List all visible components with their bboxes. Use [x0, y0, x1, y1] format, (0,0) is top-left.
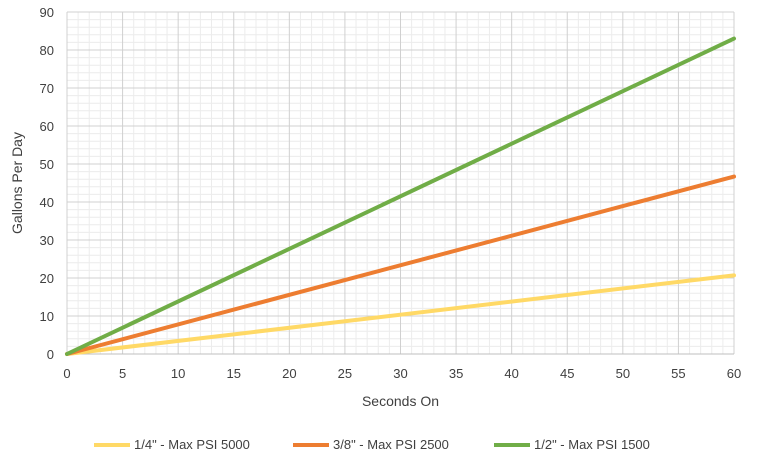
x-tick-label: 45: [560, 366, 574, 381]
y-tick-label: 80: [40, 43, 54, 58]
y-tick-labels: 0 10 20 30 40 50 60 70 80 90: [40, 5, 54, 362]
x-tick-label: 0: [63, 366, 70, 381]
legend-label: 1/2" - Max PSI 1500: [534, 437, 650, 452]
y-tick-label: 60: [40, 119, 54, 134]
y-tick-label: 50: [40, 157, 54, 172]
x-tick-label: 25: [338, 366, 352, 381]
legend-item: 1/2" - Max PSI 1500: [494, 437, 650, 452]
legend: 1/4" - Max PSI 5000 3/8" - Max PSI 2500 1/…: [94, 437, 650, 452]
grid: [67, 11, 735, 354]
y-tick-label: 90: [40, 5, 54, 20]
y-axis-title: Gallons Per Day: [9, 132, 25, 234]
y-tick-label: 40: [40, 195, 54, 210]
x-tick-label: 55: [671, 366, 685, 381]
x-tick-label: 20: [282, 366, 296, 381]
x-tick-label: 15: [227, 366, 241, 381]
y-tick-label: 0: [47, 347, 54, 362]
axes: [66, 12, 734, 355]
x-tick-label: 60: [727, 366, 741, 381]
series-lines: [65, 36, 736, 356]
x-tick-label: 30: [393, 366, 407, 381]
x-tick-label: 35: [449, 366, 463, 381]
x-tick-label: 40: [504, 366, 518, 381]
legend-label: 1/4" - Max PSI 5000: [134, 437, 250, 452]
y-tick-label: 30: [40, 233, 54, 248]
y-tick-label: 20: [40, 271, 54, 286]
x-tick-label: 5: [119, 366, 126, 381]
x-axis-title: Seconds On: [362, 393, 439, 409]
x-tick-labels: 0 5 10 15 20 25 30 35 40 45 50 55 60: [63, 366, 741, 381]
x-tick-label: 10: [171, 366, 185, 381]
legend-item: 1/4" - Max PSI 5000: [94, 437, 250, 452]
series-line-3: [65, 36, 736, 356]
series-line-1: [65, 273, 736, 356]
x-tick-label: 50: [616, 366, 630, 381]
legend-item: 3/8" - Max PSI 2500: [293, 437, 449, 452]
legend-label: 3/8" - Max PSI 2500: [333, 437, 449, 452]
y-tick-label: 70: [40, 81, 54, 96]
series-line-2: [65, 174, 736, 356]
y-tick-label: 10: [40, 309, 54, 324]
